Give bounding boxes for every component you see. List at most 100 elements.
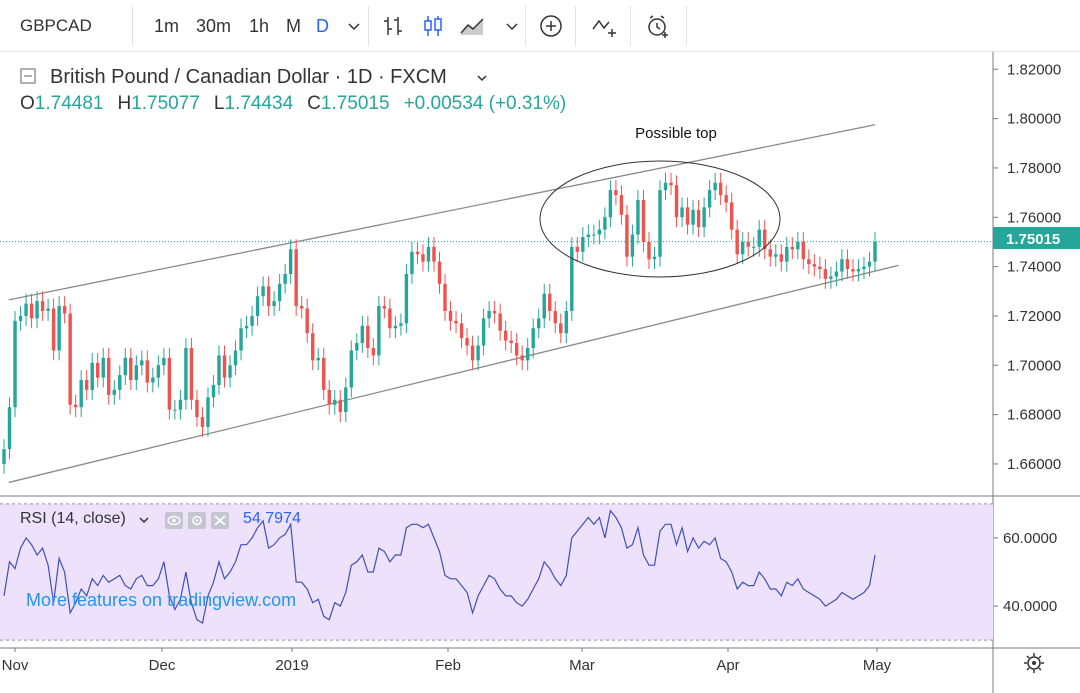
add-indicator-icon[interactable] bbox=[537, 12, 565, 40]
trend-channel-lower[interactable] bbox=[8, 264, 899, 484]
area-chart-icon[interactable] bbox=[458, 12, 486, 40]
alert-clock-icon[interactable] bbox=[644, 12, 672, 40]
candle-body bbox=[669, 182, 673, 186]
candle-body bbox=[503, 330, 508, 341]
collapse-legend-icon[interactable] bbox=[20, 66, 40, 86]
candle-body bbox=[228, 365, 232, 378]
candle-body bbox=[630, 234, 635, 257]
candle-body bbox=[217, 355, 221, 385]
candle-body bbox=[200, 417, 205, 427]
rsi-value: 54.7974 bbox=[243, 510, 301, 527]
chevron-down-icon[interactable] bbox=[474, 70, 490, 86]
candle-body bbox=[333, 399, 337, 405]
candle-body bbox=[393, 325, 398, 329]
candle-body bbox=[233, 350, 238, 366]
candle-body bbox=[658, 190, 662, 257]
possible-top-ellipse[interactable] bbox=[539, 160, 781, 278]
candle-body bbox=[768, 249, 772, 257]
interval-1h[interactable]: 1h bbox=[249, 16, 270, 36]
tradingview-promo-link[interactable]: More features on tradingview.com bbox=[26, 590, 297, 610]
candle-body bbox=[322, 357, 326, 390]
candle-body bbox=[84, 380, 89, 390]
remove-icon[interactable] bbox=[211, 512, 229, 529]
candle-body bbox=[636, 200, 640, 235]
candle-body bbox=[724, 195, 728, 203]
candle-body bbox=[707, 190, 712, 208]
gear-icon[interactable] bbox=[1024, 653, 1044, 673]
interval-30m[interactable]: 30m bbox=[196, 16, 232, 36]
toolbar-divider bbox=[575, 6, 576, 46]
candle-body bbox=[195, 399, 199, 418]
candle-body bbox=[647, 241, 651, 260]
toolbar-divider bbox=[630, 6, 631, 46]
candle-body bbox=[244, 325, 249, 329]
candle-body bbox=[492, 311, 497, 314]
candle-body bbox=[652, 256, 657, 260]
candle-body bbox=[57, 306, 61, 351]
candle-body bbox=[718, 182, 723, 196]
candle-body bbox=[702, 207, 706, 228]
candle-body bbox=[118, 375, 122, 390]
series-title[interactable]: British Pound / Canadian Dollar · 1D · F… bbox=[50, 66, 447, 88]
candle-body bbox=[597, 229, 602, 235]
candle-body bbox=[779, 254, 783, 262]
candle-body bbox=[134, 365, 139, 381]
candle-body bbox=[107, 357, 111, 395]
candle-body bbox=[851, 269, 855, 272]
price-tick-label: 1.82000 bbox=[1007, 61, 1061, 78]
candle-body bbox=[680, 207, 684, 218]
ohlc-values: O1.74481 H1.75077 L1.74434 C1.75015 +0.00534… bbox=[20, 93, 580, 115]
trend-channel-upper[interactable] bbox=[8, 124, 876, 301]
rsi-legend-label[interactable]: RSI (14, close) bbox=[20, 510, 126, 527]
time-tick-label: Mar bbox=[569, 657, 595, 674]
candle-body bbox=[310, 333, 315, 361]
candle-body bbox=[156, 365, 161, 378]
candle-body bbox=[459, 323, 464, 339]
settings-icon[interactable] bbox=[188, 512, 206, 529]
candle-body bbox=[542, 293, 546, 319]
candle-body bbox=[520, 355, 524, 361]
chevron-down-icon[interactable] bbox=[340, 12, 368, 40]
candle-body bbox=[255, 296, 260, 316]
candle-body bbox=[801, 241, 806, 260]
candle-body bbox=[663, 182, 668, 191]
candle-body bbox=[316, 357, 320, 361]
candles-icon[interactable] bbox=[419, 12, 447, 40]
candle-body bbox=[807, 259, 811, 265]
candle-body bbox=[371, 348, 376, 356]
candle-body bbox=[73, 404, 78, 408]
price-tick-label: 1.78000 bbox=[1007, 160, 1061, 177]
candle-body bbox=[465, 338, 469, 346]
chevron-down-icon[interactable] bbox=[137, 513, 153, 529]
candle-body bbox=[338, 399, 342, 413]
compare-icon[interactable] bbox=[590, 12, 618, 40]
interval-m[interactable]: M bbox=[286, 16, 301, 36]
candle-body bbox=[250, 315, 254, 326]
open-label: O bbox=[20, 93, 35, 114]
candle-body bbox=[366, 325, 370, 348]
toolbar-divider bbox=[525, 6, 526, 46]
time-tick-label: Dec bbox=[149, 657, 176, 674]
chevron-down-icon[interactable] bbox=[498, 12, 526, 40]
low-value: 1.74434 bbox=[224, 93, 294, 114]
candle-body bbox=[151, 377, 155, 383]
close-value: 1.75015 bbox=[320, 93, 390, 114]
candle-body bbox=[713, 182, 717, 191]
eye-icon[interactable] bbox=[165, 512, 183, 529]
candle-body bbox=[509, 340, 513, 344]
candle-body bbox=[796, 241, 800, 250]
candle-body bbox=[685, 207, 690, 225]
candle-body bbox=[586, 234, 591, 237]
candle-body bbox=[559, 323, 563, 334]
interval-d[interactable]: D bbox=[316, 16, 329, 36]
candle-body bbox=[454, 320, 458, 324]
high-label: H bbox=[117, 93, 132, 114]
candle-body bbox=[222, 355, 227, 378]
candle-body bbox=[487, 311, 491, 319]
bar-chart-icon[interactable] bbox=[380, 12, 408, 40]
symbol-search[interactable]: GBPCAD bbox=[20, 16, 92, 35]
candle-body bbox=[845, 259, 850, 270]
interval-1m[interactable]: 1m bbox=[154, 16, 180, 36]
candle-body bbox=[785, 246, 789, 262]
candle-body bbox=[481, 318, 486, 346]
